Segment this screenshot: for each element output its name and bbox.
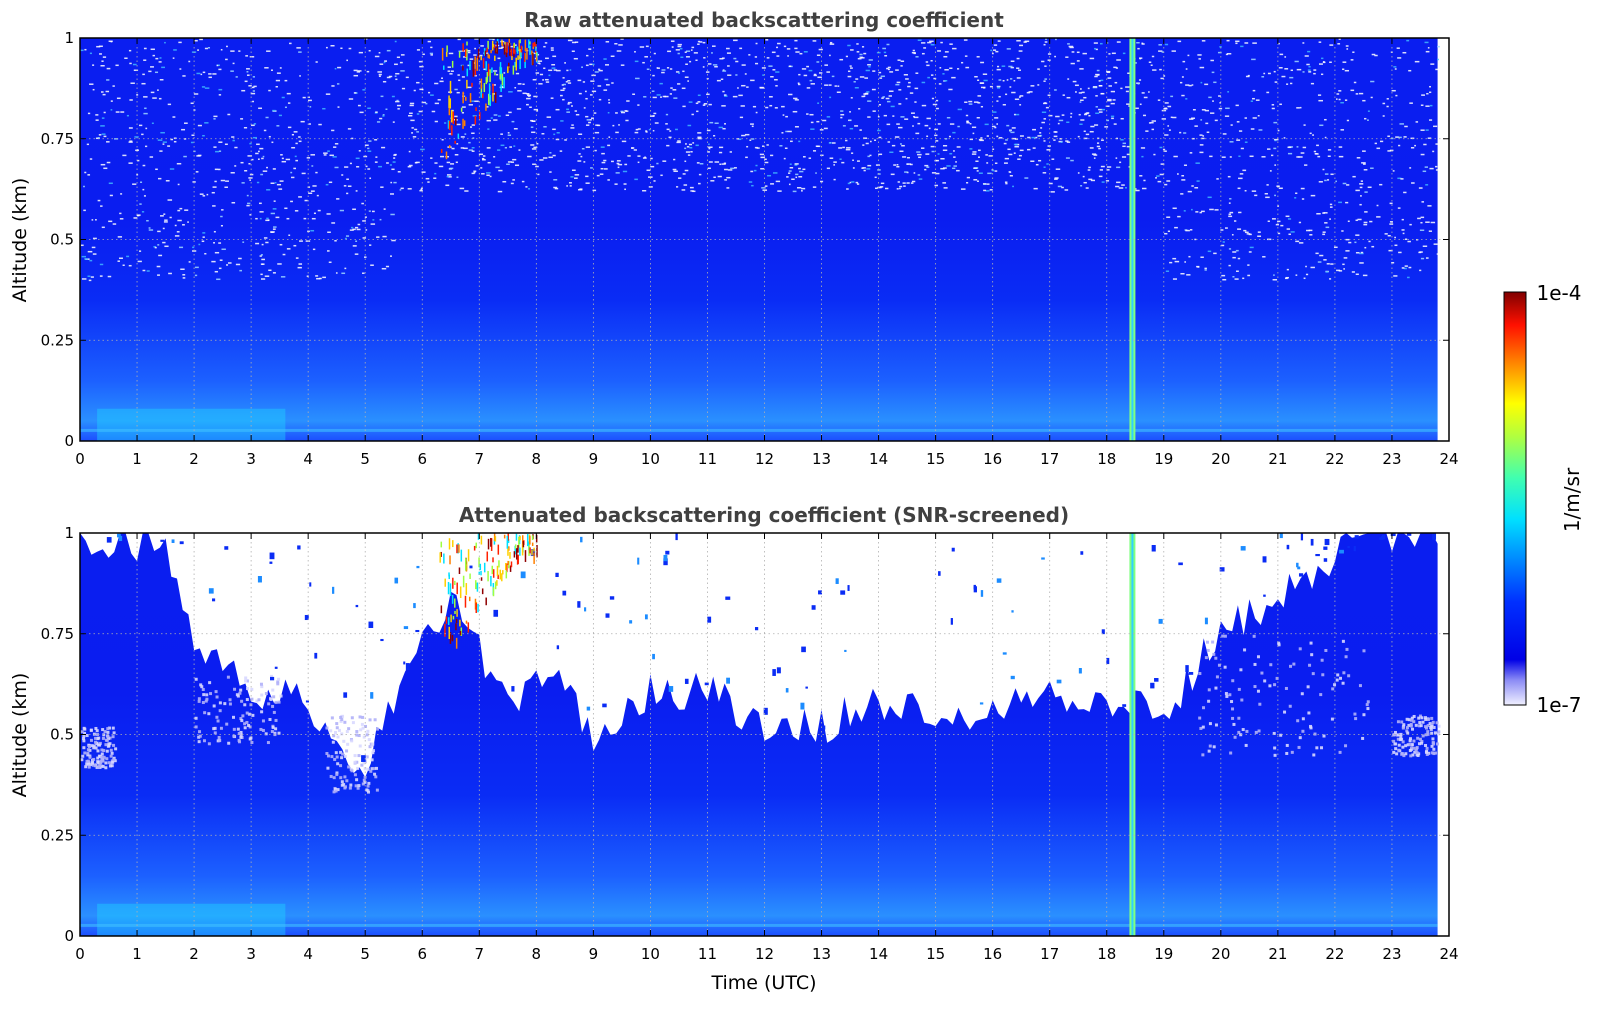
- x-tick-label: 1: [132, 945, 142, 963]
- y-tick-label: 0.5: [50, 231, 74, 249]
- x-tick-label: 17: [1040, 450, 1059, 468]
- y-tick-label: 0.25: [41, 826, 74, 844]
- y-tick-label: 0.75: [41, 625, 74, 643]
- x-tick-label: 4: [303, 945, 313, 963]
- strong-column-core: [1131, 38, 1134, 441]
- x-axis: 0 1 2 3 4 5 6 7 8 9 10 11 12 13 14 15 16 17 18 19 20 21 22 23 24: [75, 533, 1459, 963]
- x-tick-label: 11: [698, 945, 717, 963]
- x-tick-label: 9: [589, 945, 599, 963]
- x-tick-label: 13: [812, 945, 831, 963]
- colorbar-unit-label: 1/m/sr: [1560, 467, 1584, 532]
- y-tick-label: 0.5: [50, 726, 74, 744]
- x-tick-label: 22: [1325, 945, 1344, 963]
- grid: [80, 38, 1449, 441]
- y-tick-label: 0: [64, 432, 74, 450]
- x-axis-label: Time (UTC): [710, 972, 816, 994]
- x-tick-label: 14: [869, 945, 888, 963]
- x-tick-label: 23: [1382, 450, 1401, 468]
- surface-layer: [97, 903, 286, 936]
- x-axis: 0 1 2 3 4 5 6 7 8 9 10 11 12 13 14 15 16 17 18 19 20 21 22 23 24: [75, 38, 1459, 468]
- x-tick-label: 23: [1382, 945, 1401, 963]
- x-tick-label: 18: [1097, 945, 1116, 963]
- y-tick-label: 0.25: [41, 331, 74, 349]
- x-tick-label: 10: [641, 945, 660, 963]
- x-tick-label: 18: [1097, 450, 1116, 468]
- panel-raw: Raw attenuated backscattering coefficien…: [9, 8, 1459, 468]
- x-tick-label: 8: [532, 450, 542, 468]
- colorbar-gradient: [1503, 291, 1527, 706]
- x-tick-label: 21: [1268, 450, 1287, 468]
- weak-signal-patches: [80, 634, 1441, 794]
- x-tick-label: 24: [1439, 450, 1458, 468]
- chart-title: Attenuated backscattering coefficient (S…: [459, 503, 1069, 527]
- x-tick-label: 7: [475, 945, 485, 963]
- x-tick-label: 14: [869, 450, 888, 468]
- x-tick-label: 19: [1154, 945, 1173, 963]
- x-tick-label: 15: [926, 450, 945, 468]
- x-tick-label: 15: [926, 945, 945, 963]
- x-tick-label: 10: [641, 450, 660, 468]
- x-tick-label: 5: [360, 450, 370, 468]
- y-tick-label: 0.75: [41, 130, 74, 148]
- x-tick-label: 4: [303, 450, 313, 468]
- grid: [80, 533, 1449, 936]
- x-tick-label: 6: [417, 450, 427, 468]
- x-tick-label: 17: [1040, 945, 1059, 963]
- x-tick-label: 2: [189, 945, 199, 963]
- noise-speckles: [80, 38, 1440, 282]
- x-tick-label: 13: [812, 450, 831, 468]
- x-tick-label: 20: [1211, 945, 1230, 963]
- x-tick-label: 2: [189, 450, 199, 468]
- x-tick-label: 6: [417, 945, 427, 963]
- x-tick-label: 21: [1268, 945, 1287, 963]
- colorbar-max-label: 1e-4: [1537, 281, 1582, 305]
- x-tick-label: 3: [246, 450, 256, 468]
- y-axis: 0 0.25 0.5 0.75 1: [41, 29, 1449, 450]
- x-tick-label: 19: [1154, 450, 1173, 468]
- x-tick-label: 11: [698, 450, 717, 468]
- x-tick-label: 8: [532, 945, 542, 963]
- y-tick-label: 1: [64, 29, 74, 47]
- surface-line: [80, 428, 1438, 432]
- panel-screened: Attenuated backscattering coefficient (S…: [9, 503, 1459, 994]
- x-tick-label: 0: [75, 450, 85, 468]
- y-axis-label: Altitude (km): [9, 178, 31, 303]
- surface-line: [80, 923, 1438, 927]
- x-tick-label: 5: [360, 945, 370, 963]
- x-tick-label: 1: [132, 450, 142, 468]
- x-tick-label: 3: [246, 945, 256, 963]
- x-tick-label: 20: [1211, 450, 1230, 468]
- cloud-signal: [439, 533, 538, 649]
- x-tick-label: 9: [589, 450, 599, 468]
- x-tick-label: 22: [1325, 450, 1344, 468]
- x-tick-label: 7: [475, 450, 485, 468]
- colorbar-min-label: 1e-7: [1537, 693, 1582, 717]
- strong-column-core: [1131, 533, 1134, 936]
- y-axis: 0 0.25 0.5 0.75 1: [41, 524, 1449, 945]
- surface-layer: [97, 408, 286, 441]
- x-tick-label: 12: [755, 945, 774, 963]
- cloud-fragments: [106, 533, 1437, 762]
- cloud-signal: [440, 38, 538, 160]
- colorbar: 1e-4 1e-7 1/m/sr: [1503, 281, 1584, 717]
- y-tick-label: 1: [64, 524, 74, 542]
- x-tick-label: 0: [75, 945, 85, 963]
- chart-title: Raw attenuated backscattering coefficien…: [524, 8, 1004, 32]
- y-axis-label: Altitude (km): [9, 673, 31, 798]
- x-tick-label: 24: [1439, 945, 1458, 963]
- x-tick-label: 16: [983, 945, 1002, 963]
- y-tick-label: 0: [64, 927, 74, 945]
- x-tick-label: 16: [983, 450, 1002, 468]
- x-tick-label: 12: [755, 450, 774, 468]
